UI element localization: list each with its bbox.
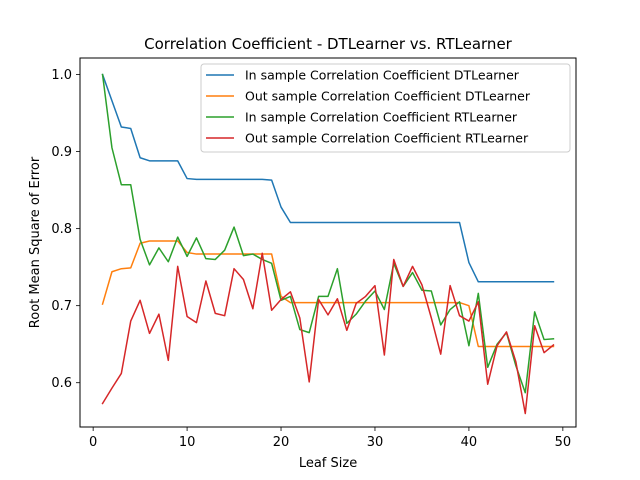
x-tick-label: 40 [461, 435, 478, 450]
series-line-1 [101, 73, 555, 283]
y-tick-label: 0.6 [51, 376, 72, 391]
x-axis-title: Leaf Size [299, 456, 357, 471]
y-tick-label: 0.9 [51, 145, 72, 160]
legend-box [200, 63, 571, 153]
x-tick-label: 50 [555, 435, 572, 450]
plot-frame [79, 57, 577, 428]
series-layer [101, 73, 555, 415]
y-tick-label: 0.8 [51, 222, 72, 237]
series-line-4 [101, 252, 555, 415]
x-tick-label: 30 [367, 435, 384, 450]
x-tick-label: 0 [89, 435, 97, 450]
legend-label-1: In sample Correlation Coefficient DTLear… [245, 68, 520, 83]
legend-label-3: In sample Correlation Coefficient RTLear… [245, 110, 518, 125]
y-tick-label: 1.0 [51, 68, 72, 83]
series-line-2 [101, 240, 555, 348]
legend-label-2: Out sample Correlation Coefficient DTLea… [245, 89, 531, 104]
y-tick-label: 0.7 [51, 299, 72, 314]
chart-title: Correlation Coefficient - DTLearner vs. … [144, 35, 513, 53]
legend-label-4: Out sample Correlation Coefficient RTLea… [245, 131, 529, 146]
y-axis: 0.6 0.7 0.8 0.9 1.0 [51, 68, 80, 391]
series-line-3 [101, 73, 555, 394]
x-axis: 0 10 20 30 40 50 [89, 427, 571, 450]
y-axis-title: Root Mean Square of Error [28, 156, 43, 328]
x-tick-label: 10 [179, 435, 196, 450]
x-tick-label: 20 [273, 435, 290, 450]
legend: In sample Correlation Coefficient DTLear… [200, 63, 571, 153]
